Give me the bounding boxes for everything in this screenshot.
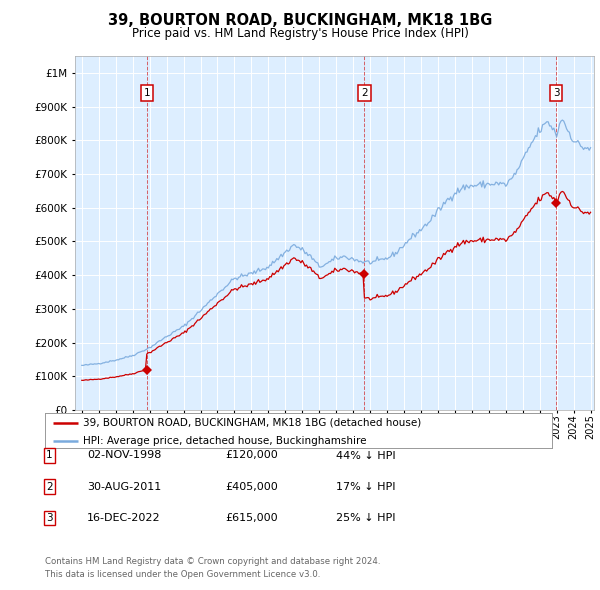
Text: £615,000: £615,000 [225, 513, 278, 523]
Text: 1: 1 [46, 451, 53, 460]
Text: 39, BOURTON ROAD, BUCKINGHAM, MK18 1BG: 39, BOURTON ROAD, BUCKINGHAM, MK18 1BG [108, 13, 492, 28]
Text: 1: 1 [143, 88, 150, 98]
Text: Price paid vs. HM Land Registry's House Price Index (HPI): Price paid vs. HM Land Registry's House … [131, 27, 469, 40]
Text: 3: 3 [553, 88, 559, 98]
Text: 25% ↓ HPI: 25% ↓ HPI [336, 513, 395, 523]
Text: 39, BOURTON ROAD, BUCKINGHAM, MK18 1BG (detached house): 39, BOURTON ROAD, BUCKINGHAM, MK18 1BG (… [83, 418, 421, 428]
Text: 3: 3 [46, 513, 53, 523]
Text: 30-AUG-2011: 30-AUG-2011 [87, 482, 161, 491]
Text: £120,000: £120,000 [225, 451, 278, 460]
Text: 02-NOV-1998: 02-NOV-1998 [87, 451, 161, 460]
Text: Contains HM Land Registry data © Crown copyright and database right 2024.: Contains HM Land Registry data © Crown c… [45, 558, 380, 566]
Text: 2: 2 [46, 482, 53, 491]
Text: £405,000: £405,000 [225, 482, 278, 491]
Text: 2: 2 [361, 88, 368, 98]
Text: 44% ↓ HPI: 44% ↓ HPI [336, 451, 395, 460]
Text: HPI: Average price, detached house, Buckinghamshire: HPI: Average price, detached house, Buck… [83, 435, 367, 445]
Text: 17% ↓ HPI: 17% ↓ HPI [336, 482, 395, 491]
Text: 16-DEC-2022: 16-DEC-2022 [87, 513, 161, 523]
Text: This data is licensed under the Open Government Licence v3.0.: This data is licensed under the Open Gov… [45, 571, 320, 579]
